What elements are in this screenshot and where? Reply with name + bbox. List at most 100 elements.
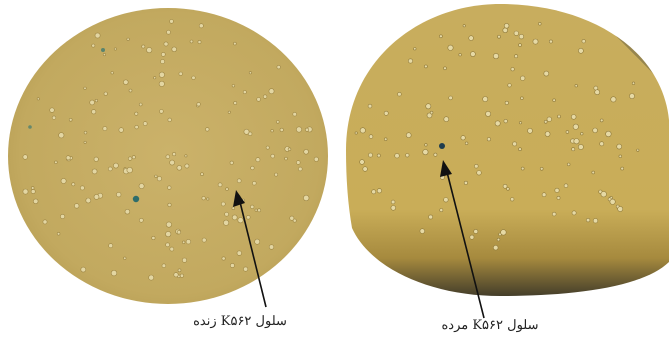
cell-dot	[83, 130, 88, 135]
cell-dot	[503, 118, 508, 124]
cell-dot	[102, 126, 108, 132]
cell-dot	[476, 170, 482, 176]
cell-dot	[571, 147, 576, 152]
cell-dot	[161, 263, 167, 268]
cell-dot	[91, 109, 97, 115]
cell-dot	[460, 135, 466, 141]
cell-dot	[482, 96, 489, 102]
cell-dot	[605, 130, 612, 138]
cell-dot	[443, 66, 447, 71]
cell-dot	[469, 234, 475, 240]
cell-dot	[563, 183, 569, 188]
cell-dot	[243, 266, 249, 272]
cell-dot	[134, 111, 139, 116]
cell-dot	[159, 109, 164, 114]
cell-dot	[179, 273, 184, 278]
cell-dot	[167, 202, 172, 207]
cell-dot	[91, 43, 96, 48]
cell-dot	[494, 120, 501, 127]
cell-dot	[585, 218, 591, 223]
cell-dot	[206, 197, 210, 201]
cell-dot	[368, 134, 374, 139]
cell-dot	[620, 166, 625, 171]
cell-dot	[518, 33, 525, 40]
cell-dot	[447, 44, 454, 51]
cell-dot	[407, 58, 413, 64]
cell-dot	[201, 237, 207, 243]
live-cell-image	[8, 8, 328, 304]
cell-dot	[236, 250, 242, 256]
cell-dot	[274, 172, 279, 177]
cell-dot	[429, 110, 434, 115]
cell-dot	[103, 91, 108, 96]
cell-dot	[231, 206, 236, 210]
cell-dot	[383, 110, 389, 116]
cell-dot	[151, 236, 156, 241]
cell-dot	[126, 37, 130, 41]
arrow-live-cell	[233, 190, 267, 308]
cell-dot	[397, 91, 402, 97]
cell-dot	[58, 132, 65, 139]
cell-dot	[546, 116, 552, 122]
cell-dot	[80, 185, 85, 191]
cell-dot	[221, 256, 226, 261]
cell-dot	[56, 232, 61, 236]
cell-dot	[54, 160, 58, 165]
cell-dot	[237, 217, 244, 224]
cell-dot	[83, 86, 87, 90]
cell-dot	[485, 111, 491, 117]
cell-dot	[118, 127, 124, 133]
cell-dot	[556, 195, 561, 200]
cell-dot	[191, 75, 196, 80]
cell-dot	[32, 198, 39, 205]
cell-dot	[36, 97, 40, 101]
cell-dot	[165, 154, 171, 159]
cell-dot	[474, 164, 479, 169]
cell-dot	[362, 166, 368, 172]
cell-dot	[224, 211, 229, 217]
cell-dot	[161, 52, 166, 57]
cell-dot	[513, 30, 519, 36]
cell-dot	[171, 46, 177, 52]
cell-dot	[405, 153, 410, 158]
cell-dot	[292, 218, 297, 223]
cell-dot	[201, 196, 206, 201]
cell-dot	[146, 47, 153, 54]
cell-dot	[173, 272, 179, 278]
cell-dot	[31, 186, 35, 190]
cell-dot	[367, 103, 373, 109]
cell-dot	[128, 88, 133, 93]
cell-dot	[566, 162, 571, 167]
cell-dot	[303, 194, 310, 202]
cell-dot	[138, 183, 145, 189]
cell-dot	[296, 160, 301, 165]
cell-dot	[473, 229, 479, 234]
cell-dot	[254, 238, 261, 245]
cell-dot	[134, 124, 139, 130]
cell-dot	[166, 29, 171, 35]
cell-dot	[549, 39, 553, 44]
cell-dot	[225, 187, 229, 191]
cell-dot	[177, 268, 182, 273]
cell-dot	[243, 128, 250, 135]
cell-dot	[141, 44, 146, 49]
cell-dot	[518, 121, 522, 125]
cell-dot	[512, 141, 517, 147]
cell-dot	[580, 132, 584, 136]
cell-dot	[500, 229, 507, 236]
cell-dot	[422, 149, 429, 156]
cell-dot	[182, 240, 186, 244]
cell-dot	[384, 137, 388, 141]
cell-dot	[468, 35, 474, 41]
cell-dot	[270, 153, 275, 159]
cell-dot	[113, 162, 119, 169]
cell-dot	[462, 24, 466, 28]
cell-dot	[425, 103, 432, 110]
cell-dot	[295, 126, 302, 133]
cell-dot	[169, 159, 175, 166]
cell-dot	[184, 163, 190, 169]
cell-dot	[502, 27, 508, 33]
cell-dot	[113, 47, 117, 51]
stained-dead-cell-left	[132, 195, 140, 203]
cell-dot	[178, 71, 183, 76]
